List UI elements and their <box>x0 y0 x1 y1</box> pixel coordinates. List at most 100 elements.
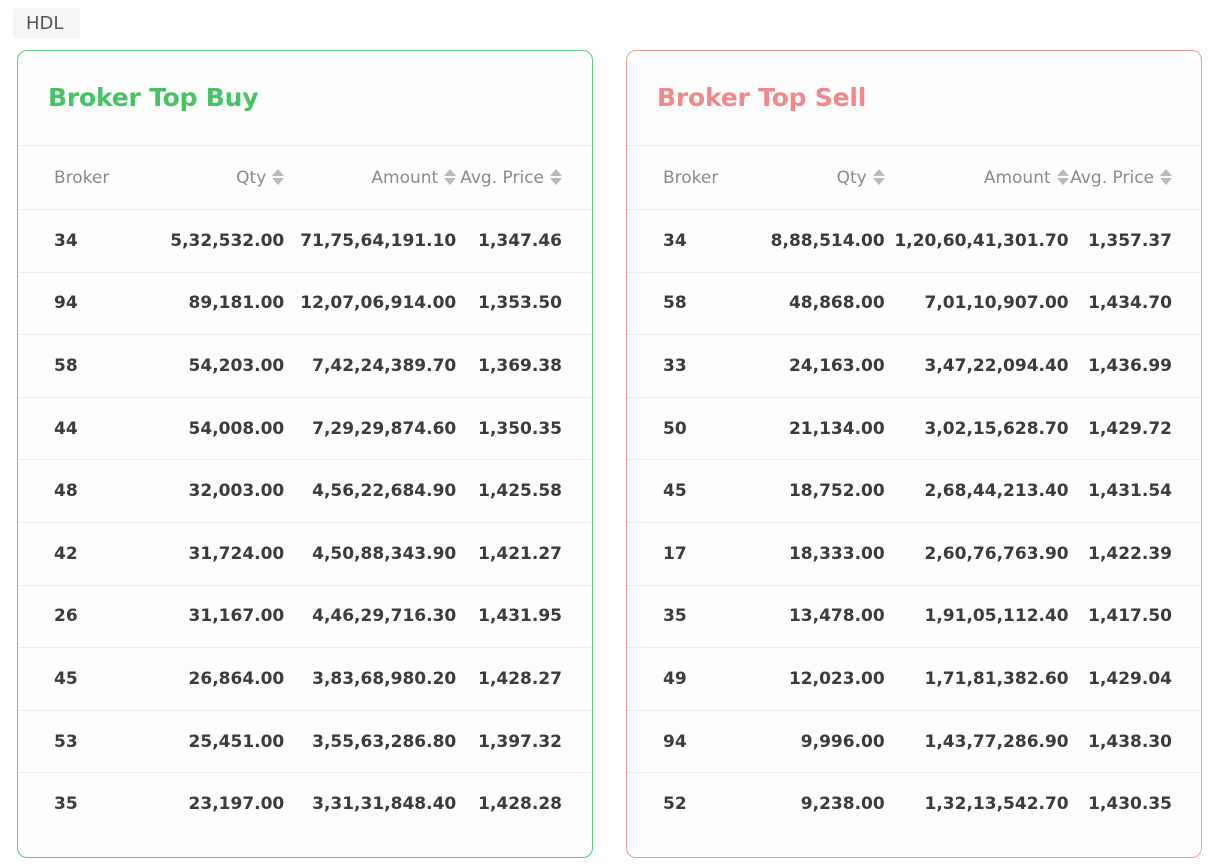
column-header-amount[interactable]: Amount <box>284 145 457 210</box>
amount-cell: 12,07,06,914.00 <box>284 271 457 335</box>
column-header-amount[interactable]: Amount <box>884 145 1069 210</box>
table-row: 45 18,752.00 2,68,44,213.40 1,431.54 <box>627 459 1201 523</box>
qty-cell: 48,868.00 <box>718 271 885 335</box>
table-row: 94 89,181.00 12,07,06,914.00 1,353.50 <box>18 271 592 335</box>
amount-cell: 2,60,76,763.90 <box>884 521 1069 586</box>
table-row: 94 9,996.00 1,43,77,286.90 1,438.30 <box>627 709 1201 773</box>
amount-cell: 7,42,24,389.70 <box>284 334 457 398</box>
broker-cell: 52 <box>627 772 719 836</box>
broker-cell: 50 <box>627 396 719 460</box>
table-row: 50 21,134.00 3,02,15,628.70 1,429.72 <box>627 396 1201 460</box>
qty-cell: 89,181.00 <box>109 271 285 335</box>
sort-icon[interactable] <box>1056 168 1069 186</box>
broker-cell: 48 <box>18 459 110 523</box>
amount-cell: 1,20,60,41,301.70 <box>884 209 1069 273</box>
table-header-row: Broker Qty Amount Avg. Price <box>627 145 1201 210</box>
avg-price-cell: 1,430.35 <box>1068 772 1201 836</box>
qty-cell: 31,724.00 <box>109 521 285 586</box>
qty-cell: 23,197.00 <box>109 772 285 836</box>
table-row: 53 25,451.00 3,55,63,286.80 1,397.32 <box>18 709 592 773</box>
avg-price-cell: 1,438.30 <box>1068 709 1201 773</box>
column-label: Qty <box>836 167 867 188</box>
broker-cell: 17 <box>627 521 719 586</box>
sort-icon[interactable] <box>550 168 562 186</box>
column-label: Amount <box>983 167 1051 188</box>
avg-price-cell: 1,434.70 <box>1068 271 1201 335</box>
amount-cell: 1,43,77,286.90 <box>884 709 1069 773</box>
broker-cell: 94 <box>18 271 110 335</box>
column-label: Broker <box>663 167 719 188</box>
broker-cell: 94 <box>627 709 719 773</box>
column-header-avg-price[interactable]: Avg. Price <box>1068 145 1201 210</box>
broker-cell: 34 <box>627 209 719 273</box>
qty-cell: 31,167.00 <box>109 584 285 648</box>
amount-cell: 4,56,22,684.90 <box>284 459 457 523</box>
table-row: 34 8,88,514.00 1,20,60,41,301.70 1,357.37 <box>627 209 1201 273</box>
amount-cell: 7,01,10,907.00 <box>884 271 1069 335</box>
avg-price-cell: 1,417.50 <box>1068 584 1201 648</box>
column-header-qty[interactable]: Qty <box>718 145 885 210</box>
broker-cell: 49 <box>627 647 719 711</box>
qty-cell: 54,203.00 <box>109 334 285 398</box>
column-header-qty[interactable]: Qty <box>109 145 285 210</box>
table-row: 44 54,008.00 7,29,29,874.60 1,350.35 <box>18 396 592 460</box>
avg-price-cell: 1,369.38 <box>456 334 592 398</box>
qty-cell: 8,88,514.00 <box>718 209 885 273</box>
table-header-row: Broker Qty Amount Avg. Price <box>18 145 592 210</box>
qty-cell: 24,163.00 <box>718 334 885 398</box>
broker-cell: 34 <box>18 209 110 273</box>
amount-cell: 1,32,13,542.70 <box>884 772 1069 836</box>
qty-cell: 9,996.00 <box>718 709 885 773</box>
table-body: 34 8,88,514.00 1,20,60,41,301.70 1,357.37 58… <box>627 209 1201 836</box>
broker-cell: 58 <box>18 334 110 398</box>
table-row: 35 23,197.00 3,31,31,848.40 1,428.28 <box>18 772 592 836</box>
amount-cell: 4,46,29,716.30 <box>284 584 457 648</box>
broker-top-sell-table: Broker Qty Amount Avg. Price 34 8,88,514.… <box>627 145 1201 836</box>
avg-price-cell: 1,428.27 <box>456 647 592 711</box>
amount-cell: 71,75,64,191.10 <box>284 209 457 273</box>
qty-cell: 18,752.00 <box>718 459 885 523</box>
broker-cell: 42 <box>18 521 110 586</box>
avg-price-cell: 1,421.27 <box>456 521 592 586</box>
table-row: 45 26,864.00 3,83,68,980.20 1,428.27 <box>18 647 592 711</box>
column-header-avg-price[interactable]: Avg. Price <box>456 145 592 210</box>
amount-cell: 3,02,15,628.70 <box>884 396 1069 460</box>
sort-icon[interactable] <box>272 168 285 186</box>
avg-price-cell: 1,429.72 <box>1068 396 1201 460</box>
avg-price-cell: 1,357.37 <box>1068 209 1201 273</box>
avg-price-cell: 1,429.04 <box>1068 647 1201 711</box>
avg-price-cell: 1,431.95 <box>456 584 592 648</box>
avg-price-cell: 1,347.46 <box>456 209 592 273</box>
qty-cell: 21,134.00 <box>718 396 885 460</box>
amount-cell: 4,50,88,343.90 <box>284 521 457 586</box>
broker-cell: 45 <box>18 647 110 711</box>
broker-cell: 45 <box>627 459 719 523</box>
column-label: Avg. Price <box>1070 167 1154 188</box>
broker-cell: 26 <box>18 584 110 648</box>
avg-price-cell: 1,397.32 <box>456 709 592 773</box>
qty-cell: 13,478.00 <box>718 584 885 648</box>
broker-cell: 58 <box>627 271 719 335</box>
amount-cell: 7,29,29,874.60 <box>284 396 457 460</box>
table-row: 48 32,003.00 4,56,22,684.90 1,425.58 <box>18 459 592 523</box>
amount-cell: 1,91,05,112.40 <box>884 584 1069 648</box>
sort-icon[interactable] <box>872 168 885 186</box>
sort-icon[interactable] <box>444 168 457 186</box>
amount-cell: 3,47,22,094.40 <box>884 334 1069 398</box>
broker-top-sell-panel: Broker Top Sell Broker Qty Amount Avg. P… <box>626 50 1202 858</box>
symbol-tab[interactable]: HDL <box>13 8 80 39</box>
sort-icon[interactable] <box>1160 168 1172 186</box>
amount-cell: 1,71,81,382.60 <box>884 647 1069 711</box>
avg-price-cell: 1,422.39 <box>1068 521 1201 586</box>
column-label: Qty <box>236 167 267 188</box>
table-body: 34 5,32,532.00 71,75,64,191.10 1,347.46 94 89… <box>18 209 592 836</box>
table-row: 52 9,238.00 1,32,13,542.70 1,430.35 <box>627 772 1201 836</box>
amount-cell: 3,31,31,848.40 <box>284 772 457 836</box>
broker-top-buy-table: Broker Qty Amount Avg. Price 34 5,32,532.… <box>18 145 592 836</box>
qty-cell: 18,333.00 <box>718 521 885 586</box>
qty-cell: 25,451.00 <box>109 709 285 773</box>
panel-title: Broker Top Sell <box>657 83 867 112</box>
broker-cell: 53 <box>18 709 110 773</box>
avg-price-cell: 1,431.54 <box>1068 459 1201 523</box>
qty-cell: 26,864.00 <box>109 647 285 711</box>
